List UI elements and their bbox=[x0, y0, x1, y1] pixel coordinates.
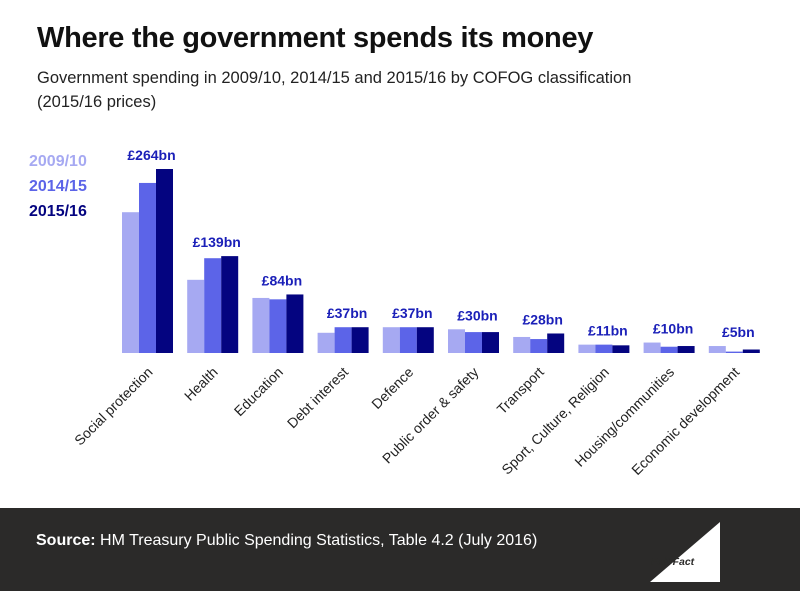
category-label: Sport, Culture, Religion bbox=[498, 364, 612, 478]
category-label: Defence bbox=[368, 364, 416, 412]
bar-2015-16-4 bbox=[416, 327, 434, 353]
source-text: HM Treasury Public Spending Statistics, … bbox=[95, 532, 538, 549]
data-label: £5bn bbox=[722, 324, 755, 340]
bar-2014-15-0 bbox=[139, 182, 156, 353]
bar-2009-10-2 bbox=[252, 297, 270, 353]
bar-chart: £264bn Social protection £139bn Health £84bn… bbox=[71, 147, 760, 478]
chart-subtitle: Government spending in 2009/10, 2014/15 … bbox=[37, 69, 632, 111]
bar-2014-15-7 bbox=[595, 344, 613, 353]
data-label: £84bn bbox=[262, 272, 302, 288]
bar-2009-10-3 bbox=[317, 332, 335, 353]
category-label: Debt interest bbox=[284, 364, 352, 432]
data-label: £264bn bbox=[127, 147, 175, 163]
legend-item-2015: 2015/16 bbox=[29, 203, 87, 220]
bar-2009-10-7 bbox=[578, 344, 596, 353]
data-label: £37bn bbox=[327, 305, 367, 321]
category-label: Health bbox=[181, 364, 221, 404]
bar-2014-15-5 bbox=[465, 332, 482, 353]
data-label: £11bn bbox=[588, 323, 628, 339]
legend-item-2014: 2014/15 bbox=[29, 178, 87, 195]
bar-2014-15-6 bbox=[530, 339, 548, 353]
source-line: Source: HM Treasury Public Spending Stat… bbox=[36, 532, 537, 550]
bar-2015-16-0 bbox=[156, 169, 173, 353]
data-label: £37bn bbox=[392, 305, 432, 321]
bar-2014-15-3 bbox=[334, 327, 352, 353]
data-label: £10bn bbox=[653, 321, 693, 337]
category-label: Transport bbox=[494, 364, 547, 417]
category-label: Economic development bbox=[628, 364, 742, 478]
bar-2014-15-1 bbox=[204, 258, 222, 353]
bar-2014-15-4 bbox=[399, 327, 417, 353]
chart-title: Where the government spends its money bbox=[37, 22, 594, 54]
bar-2015-16-2 bbox=[286, 294, 304, 353]
bar-2009-10-9 bbox=[708, 346, 726, 353]
category-label: Social protection bbox=[71, 364, 156, 449]
bar-2009-10-1 bbox=[187, 279, 205, 353]
bar-2009-10-6 bbox=[513, 336, 531, 353]
bar-2009-10-4 bbox=[382, 327, 400, 353]
data-label: £139bn bbox=[193, 234, 241, 250]
legend-item-2009: 2009/10 bbox=[29, 153, 87, 170]
bar-2015-16-1 bbox=[221, 256, 239, 353]
bar-2009-10-8 bbox=[643, 342, 661, 353]
data-label: £30bn bbox=[457, 307, 497, 323]
bar-2009-10-0 bbox=[122, 212, 139, 353]
bar-2009-10-5 bbox=[448, 329, 465, 353]
bar-2014-15-2 bbox=[269, 299, 287, 353]
bar-2015-16-5 bbox=[482, 332, 499, 353]
bar-2015-16-3 bbox=[351, 327, 369, 353]
footer: Source: HM Treasury Public Spending Stat… bbox=[0, 508, 800, 591]
legend: 2009/10 2014/15 2015/16 bbox=[29, 149, 87, 224]
category-label: Education bbox=[231, 364, 286, 419]
bar-2015-16-8 bbox=[677, 346, 695, 353]
bar-2014-15-9 bbox=[725, 351, 743, 353]
bar-2014-15-8 bbox=[660, 346, 678, 353]
full-fact-logo-text: Full Fact bbox=[651, 556, 695, 568]
bar-2015-16-9 bbox=[742, 349, 760, 353]
full-fact-logo-icon bbox=[650, 522, 720, 582]
data-label: £28bn bbox=[522, 311, 562, 327]
bar-2015-16-6 bbox=[547, 333, 565, 353]
source-label: Source: bbox=[36, 532, 96, 549]
bar-2015-16-7 bbox=[612, 345, 630, 353]
